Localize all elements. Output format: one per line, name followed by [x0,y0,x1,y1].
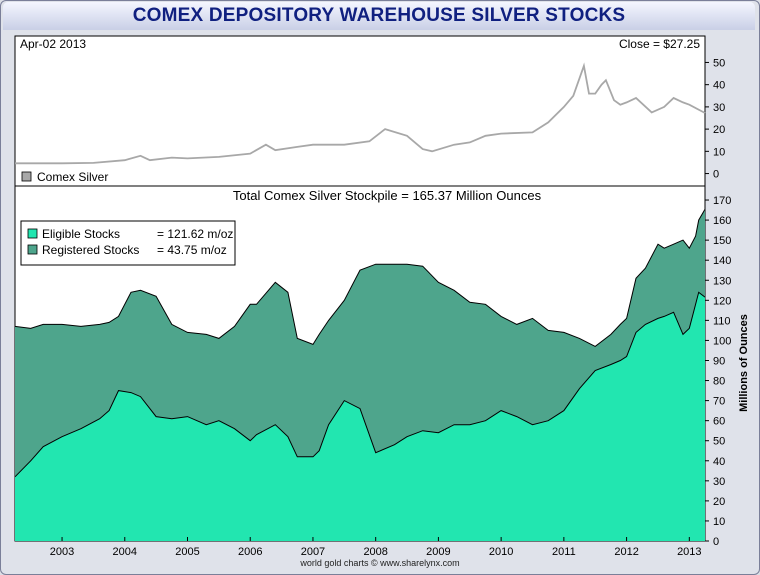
stock-y-tick-label: 170 [713,195,731,207]
stock-y-tick-label: 140 [713,255,731,267]
price-y-tick-label: 30 [713,102,725,114]
stock-y-label: Millions of Ounces [738,314,750,412]
stock-x-tick-label: 2012 [614,546,638,558]
stock-title: Total Comex Silver Stockpile = 165.37 Mi… [233,188,542,203]
stock-x-tick-label: 2011 [552,546,576,558]
stock-x-tick-label: 2010 [489,546,513,558]
price-panel [14,35,706,187]
stock-y-tick-label: 120 [713,295,731,307]
price-close-label: Close = $27.25 [619,37,700,51]
stock-legend: Eligible Stocks = 121.62 m/oz Registered… [20,220,236,266]
stock-y-tick-label: 20 [713,496,725,508]
stock-y-tick-label: 100 [713,335,731,347]
price-legend-label: Comex Silver [37,170,108,184]
price-y-tick-label: 20 [713,124,725,136]
price-y-tick-label: 10 [713,146,725,158]
stock-y-tick-label: 110 [713,315,731,327]
stock-y-tick-label: 90 [713,355,725,367]
eligible-legend-swatch [27,228,38,239]
eligible-stocks-area [15,292,705,541]
stock-x-tick-label: 2007 [301,546,325,558]
price-y-tick-label: 40 [713,80,725,92]
stock-x-tick-label: 2009 [426,546,450,558]
price-y-axis: 0 10 20 30 40 50 [705,57,725,181]
stock-y-axis: 0 10 20 30 40 50 60 70 80 90 100 110 120 130 140 150 160… [705,195,731,548]
stock-y-tick-label: 50 [713,436,725,448]
stock-y-tick-label: 80 [713,376,725,388]
registered-legend-value: = 43.75 m/oz [157,243,227,257]
stock-x-tick-label: 2004 [113,546,137,558]
stock-y-tick-label: 130 [713,275,731,287]
total-stocks-line [14,209,706,347]
stock-y-tick-label: 30 [713,476,725,488]
stock-y-tick-label: 10 [713,516,725,528]
eligible-legend-label: Eligible Stocks [42,227,120,241]
price-legend-swatch [21,171,32,182]
stock-y-tick-label: 150 [713,235,731,247]
registered-legend-label: Registered Stocks [42,243,139,257]
stock-legend-box [20,220,236,266]
stock-y-tick-label: 0 [713,536,719,548]
stock-x-tick-label: 2003 [50,546,74,558]
eligible-stocks-line [14,291,706,478]
price-series-group [15,62,706,165]
chart-title: COMEX DEPOSITORY WAREHOUSE SILVER STOCKS [132,5,626,26]
stock-y-tick-label: 70 [713,396,725,408]
price-y-tick-label: 50 [713,57,725,69]
footer-credit: world gold charts © www.sharelynx.com [300,558,460,568]
stock-x-axis: 2003 2004 2005 2006 2007 2008 2009 2010 2011 2012… [50,537,702,558]
stock-y-tick-label: 40 [713,456,725,468]
title-bar: COMEX DEPOSITORY WAREHOUSE SILVER STOCKS [3,2,755,30]
stock-x-tick-label: 2008 [363,546,387,558]
price-y-tick-label: 0 [713,169,719,181]
price-date-label: Apr-02 2013 [20,37,86,51]
stock-x-tick-label: 2005 [175,546,199,558]
stock-x-tick-label: 2006 [238,546,262,558]
price-series-line [15,62,706,165]
stock-x-tick-label: 2013 [677,546,701,558]
stock-y-tick-label: 160 [713,215,731,227]
stock-y-tick-label: 60 [713,416,725,428]
registered-legend-swatch [27,244,38,255]
stock-areas-group [14,209,706,542]
eligible-legend-value: = 121.62 m/oz [157,227,233,241]
